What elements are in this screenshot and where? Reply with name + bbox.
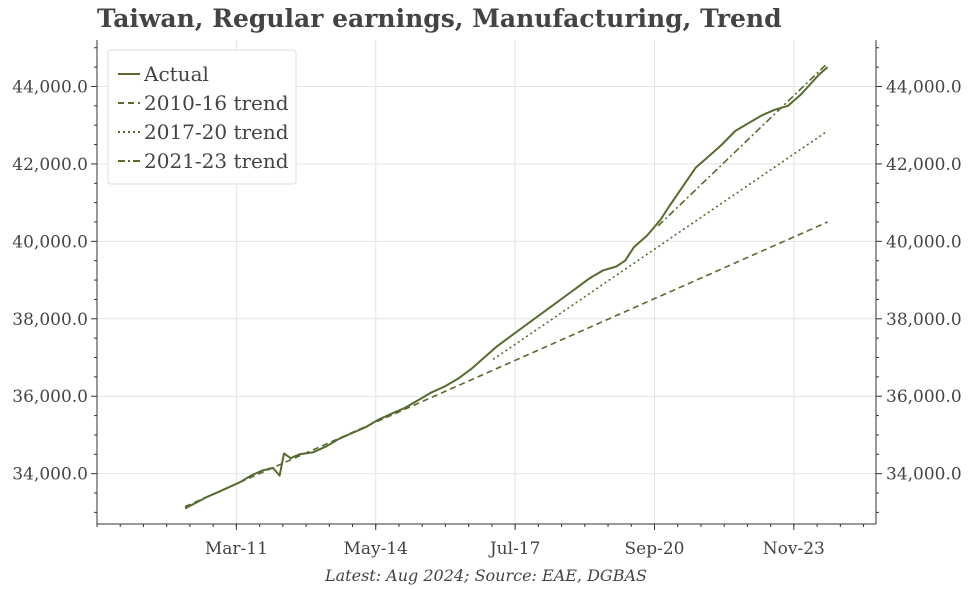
series-line-2021-23-trend [657, 62, 829, 227]
series-lines [184, 62, 829, 510]
y-tick-label-right: 34,000.0 [886, 465, 962, 485]
legend-label: 2021-23 trend [144, 149, 289, 173]
y-tick-label-left: 40,000.0 [12, 232, 88, 252]
series-line-2017-20-trend [492, 130, 829, 361]
x-tick-label: Nov-23 [763, 539, 825, 559]
y-tick-label-left: 36,000.0 [12, 387, 88, 407]
y-tick-label-right: 38,000.0 [886, 310, 962, 330]
y-tick-label-left: 44,000.0 [12, 77, 88, 97]
y-tick-label-right: 40,000.0 [886, 232, 962, 252]
y-tick-label-left: 42,000.0 [12, 155, 88, 175]
legend-label: 2017-20 trend [144, 120, 289, 144]
y-tick-label-right: 44,000.0 [886, 77, 962, 97]
series-line-actual [184, 66, 829, 510]
legend-box [107, 49, 297, 185]
x-tick-label: Mar-11 [205, 539, 268, 559]
y-tick-label-right: 42,000.0 [886, 155, 962, 175]
x-tick-label: Sep-20 [625, 539, 685, 559]
chart-title: Taiwan, Regular earnings, Manufacturing,… [97, 4, 782, 33]
axes: 34,000.0 34,000.0 36,000.0 36,000.0 38,000.0… [12, 40, 962, 559]
y-tick-label-left: 34,000.0 [12, 465, 88, 485]
legend-label: Actual [143, 62, 209, 86]
legend-label: 2010-16 trend [144, 91, 289, 115]
source-note: Latest: Aug 2024; Source: EAE, DGBAS [325, 566, 647, 585]
y-tick-label-left: 38,000.0 [12, 310, 88, 330]
x-tick-label: Jul-17 [488, 539, 541, 559]
gridlines [97, 40, 876, 524]
legend: Actual 2010-16 trend 2017-20 trend 2021-23 … [107, 49, 297, 185]
series-line-2010-16-trend [184, 221, 828, 508]
y-tick-label-right: 36,000.0 [886, 387, 962, 407]
x-tick-label: May-14 [343, 539, 408, 559]
